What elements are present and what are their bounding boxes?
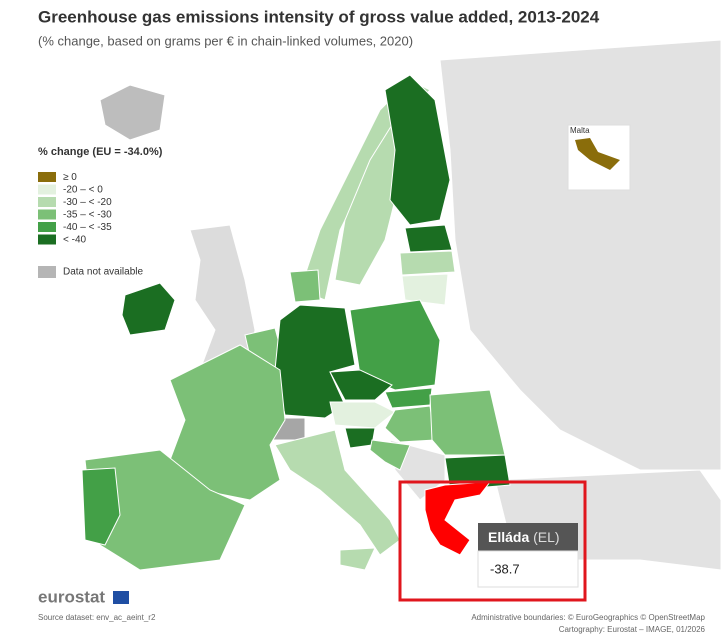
legend-swatch — [38, 266, 56, 278]
legend-title: % change (EU = -34.0%) — [38, 146, 163, 158]
tooltip-name: Elláda — [488, 529, 529, 545]
legend-swatch — [38, 184, 56, 195]
credit: Cartography: Eurostat – IMAGE, 01/2026 — [559, 625, 706, 634]
legend-swatch — [38, 197, 56, 207]
legend-label: -30 – < -20 — [63, 197, 112, 208]
credit: Administrative boundaries: © EuroGeograp… — [471, 613, 705, 622]
source: Source dataset: env_ac_aeint_r2 — [38, 613, 156, 622]
logo: eurostat — [38, 587, 105, 606]
legend-swatch — [38, 234, 56, 245]
tooltip-value: -38.7 — [490, 561, 520, 576]
legend: ≥ 0 -20 – < 0-30 – < -20 -35 – < -30-40 – … — [38, 172, 143, 278]
tooltip-header — [478, 523, 578, 551]
legend-swatch — [38, 172, 56, 182]
inset-label: Malta — [570, 126, 590, 135]
legend-swatch — [38, 222, 56, 232]
eu-flag — [113, 591, 129, 604]
malta — [575, 138, 620, 170]
legend-label: -40 – < -35 — [63, 222, 112, 233]
legend-label: Data not available — [63, 267, 143, 278]
legend-label: < -40 — [63, 235, 87, 246]
legend-label: -35 – < -30 — [63, 210, 112, 221]
title: Greenhouse gas emissions intensity of gr… — [38, 7, 600, 26]
legend-label: -20 – < 0 — [63, 185, 103, 196]
base-map — [81, 39, 721, 571]
tooltip-code: (EL) — [533, 529, 559, 545]
legend-label: ≥ 0 — [63, 172, 77, 183]
highlight-box — [398, 480, 587, 602]
tooltip-body — [477, 550, 579, 588]
legend-swatch — [38, 209, 56, 220]
subtitle: (% change, based on grams per € in chain… — [38, 33, 413, 48]
tooltip-title: Elláda (EL) — [488, 529, 560, 545]
